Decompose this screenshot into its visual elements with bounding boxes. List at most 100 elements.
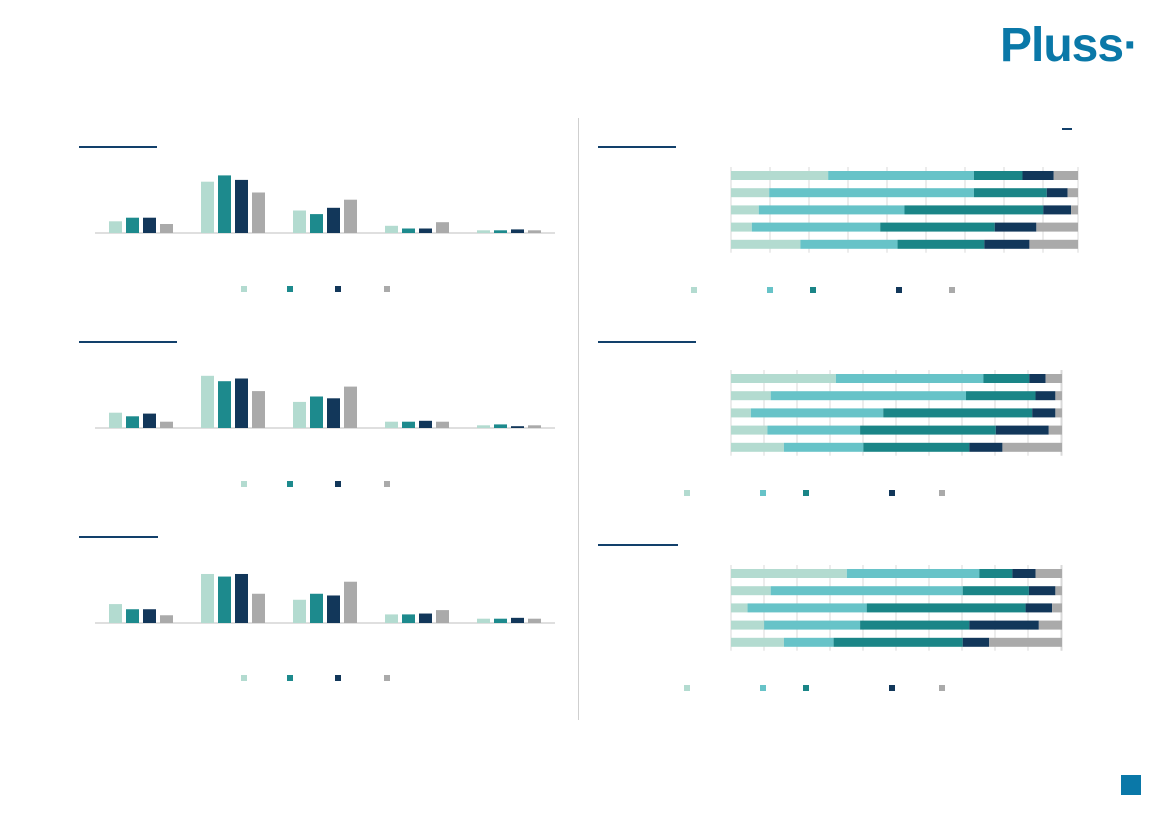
- chart-5-legend-swatch-3: [803, 490, 809, 496]
- chart-6-segment-5-4: [962, 637, 990, 647]
- chart-4-segment-1-3: [973, 171, 1023, 180]
- chart-1-bar-4-2: [402, 228, 415, 233]
- chart-4-segment-2-2: [769, 188, 974, 198]
- chart-4-segment-4-2: [751, 222, 881, 232]
- chart-6-segment-4-4: [969, 620, 1039, 630]
- chart-2-bar-4-2: [402, 421, 415, 428]
- chart-4-segment-2-3: [973, 188, 1047, 198]
- chart-4-legend-swatch-5: [949, 287, 955, 293]
- chart-4-segment-5-3: [897, 239, 985, 249]
- chart-5-segment-1-5: [1045, 374, 1062, 383]
- chart-1-bar-5-1: [477, 230, 490, 233]
- chart-6-segment-1-1: [731, 569, 847, 578]
- chart-2-bar-2-3: [235, 378, 248, 428]
- chart-5-segment-5-4: [969, 442, 1003, 452]
- chart-4-segment-5-5: [1029, 239, 1078, 249]
- chart-4-segment-1-2: [828, 171, 974, 180]
- chart-6-legend-swatch-5: [939, 685, 945, 691]
- chart-2-legend-swatch-4: [384, 481, 390, 487]
- chart-5-segment-2-5: [1055, 391, 1062, 401]
- chart-5-segment-3-2: [750, 408, 884, 418]
- chart-1-bar-1-1: [109, 221, 122, 233]
- chart-5-segment-4-4: [995, 425, 1049, 435]
- chart-6-segment-1-5: [1035, 569, 1062, 578]
- chart-4-segment-5-4: [984, 239, 1030, 249]
- chart-3-bar-5-1: [477, 618, 490, 623]
- chart-4-segment-2-1: [731, 188, 770, 198]
- chart-6-segment-3-3: [866, 603, 1026, 613]
- chart-3-legend-swatch-4: [384, 675, 390, 681]
- chart-6-legend-swatch-1: [684, 685, 690, 691]
- chart-4-segment-4-5: [1036, 222, 1078, 232]
- chart-4-legend-swatch-3: [810, 287, 816, 293]
- chart-4-segment-3-4: [1043, 205, 1072, 215]
- chart-5-segment-4-1: [731, 425, 768, 435]
- chart-3-bar-5-2: [494, 618, 507, 623]
- chart-5-segment-5-5: [1002, 442, 1062, 452]
- chart-6-legend-swatch-4: [889, 685, 895, 691]
- chart-2-bar-3-4: [344, 386, 357, 428]
- chart-4-legend-swatch-4: [896, 287, 902, 293]
- chart-5-segment-1-2: [835, 374, 984, 383]
- chart-6-segment-2-5: [1055, 586, 1062, 596]
- chart-2-legend-swatch-2: [287, 481, 293, 487]
- chart-3-legend-swatch-2: [287, 675, 293, 681]
- chart-4-segment-3-3: [904, 205, 1044, 215]
- chart-5-legend-swatch-1: [684, 490, 690, 496]
- chart-6-segment-2-4: [1028, 586, 1056, 596]
- chart-1-bar-5-4: [528, 230, 541, 233]
- chart-4-segment-5-1: [731, 239, 801, 249]
- chart-3-bar-4-4: [436, 610, 449, 623]
- chart-5-segment-2-1: [731, 391, 771, 401]
- chart-3-bar-4-3: [419, 613, 432, 623]
- chart-3-bar-3-3: [327, 595, 340, 623]
- chart-1-bar-2-4: [252, 192, 265, 233]
- chart-4-segment-4-4: [994, 222, 1037, 232]
- chart-1-bar-1-2: [126, 217, 139, 233]
- chart-6-segment-4-5: [1038, 620, 1062, 630]
- chart-3-bar-3-1: [293, 599, 306, 623]
- chart-4-segment-5-2: [800, 239, 898, 249]
- chart-3-bar-5-3: [511, 617, 524, 623]
- chart-2-bar-4-3: [419, 420, 432, 428]
- chart-1-bar-2-1: [201, 181, 214, 233]
- chart-2-bar-3-2: [310, 396, 323, 428]
- chart-5-segment-5-3: [863, 442, 970, 452]
- chart-6-segment-2-2: [770, 586, 963, 596]
- chart-4-title-underline: [598, 146, 676, 148]
- chart-3-bar-1-2: [126, 609, 139, 623]
- chart-3-bar-1-3: [143, 609, 156, 623]
- chart-5-segment-1-3: [983, 374, 1030, 383]
- chart-4-segment-1-4: [1022, 171, 1054, 180]
- chart-1-bar-2-2: [218, 175, 231, 233]
- chart-5-segment-1-1: [731, 374, 836, 383]
- chart-2-bar-1-4: [160, 421, 173, 428]
- chart-6-segment-3-4: [1025, 603, 1053, 613]
- chart-4-segment-2-5: [1067, 188, 1078, 198]
- chart-5-segment-3-3: [883, 408, 1033, 418]
- chart-2-bar-3-1: [293, 401, 306, 428]
- chart-4-segment-3-2: [758, 205, 905, 215]
- chart-6-segment-1-4: [1012, 569, 1036, 578]
- chart-3-bar-1-4: [160, 615, 173, 623]
- chart-5-segment-4-5: [1048, 425, 1062, 435]
- chart-5-segment-2-3: [966, 391, 1036, 401]
- chart-5-segment-1-4: [1029, 374, 1046, 383]
- chart-2-bar-5-4: [528, 425, 541, 428]
- chart-4-segment-3-1: [731, 205, 759, 215]
- chart-4-segment-4-3: [880, 222, 995, 232]
- chart-2-bar-5-2: [494, 424, 507, 428]
- chart-3-bar-2-2: [218, 576, 231, 623]
- chart-1-bar-1-3: [143, 217, 156, 233]
- chart-4-legend-swatch-1: [691, 287, 697, 293]
- chart-3-bar-1-1: [109, 604, 122, 623]
- chart-6-legend-swatch-3: [803, 685, 809, 691]
- chart-6-segment-4-3: [860, 620, 970, 630]
- chart-2-bar-2-4: [252, 391, 265, 428]
- chart-6-segment-2-1: [731, 586, 771, 596]
- chart-2-bar-5-1: [477, 425, 490, 428]
- chart-2-bar-4-4: [436, 421, 449, 428]
- chart-3-bar-4-1: [385, 614, 398, 623]
- chart-3-legend-swatch-1: [241, 675, 247, 681]
